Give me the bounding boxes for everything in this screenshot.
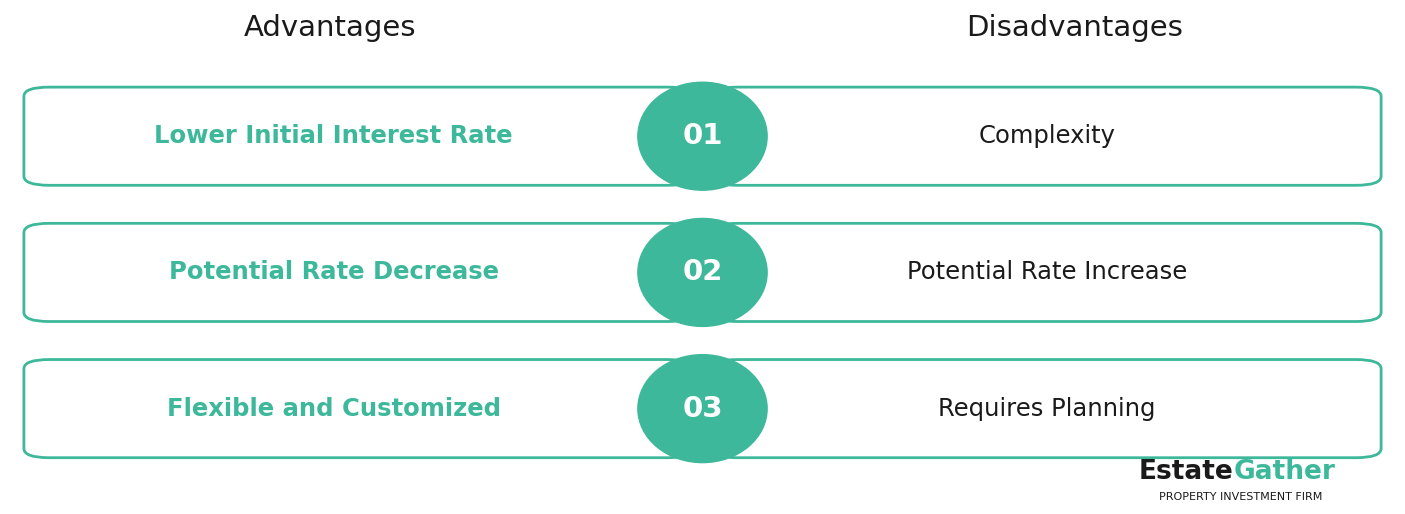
- Text: Lower Initial Interest Rate: Lower Initial Interest Rate: [155, 124, 513, 148]
- Text: Gather: Gather: [1234, 459, 1336, 485]
- Text: Disadvantages: Disadvantages: [967, 14, 1183, 42]
- FancyBboxPatch shape: [712, 360, 1381, 457]
- Text: Advantages: Advantages: [244, 14, 416, 42]
- Text: Potential Rate Decrease: Potential Rate Decrease: [169, 261, 499, 284]
- FancyBboxPatch shape: [24, 224, 693, 322]
- Text: 03: 03: [683, 395, 722, 423]
- Text: 01: 01: [683, 122, 722, 150]
- FancyBboxPatch shape: [712, 224, 1381, 322]
- Text: Flexible and Customized: Flexible and Customized: [167, 397, 500, 420]
- Text: Complexity: Complexity: [978, 124, 1116, 148]
- Text: Estate: Estate: [1139, 459, 1234, 485]
- Text: Requires Planning: Requires Planning: [939, 397, 1155, 420]
- FancyBboxPatch shape: [24, 87, 693, 186]
- Ellipse shape: [638, 218, 767, 326]
- Text: 02: 02: [683, 259, 722, 286]
- Text: PROPERTY INVESTMENT FIRM: PROPERTY INVESTMENT FIRM: [1159, 492, 1322, 502]
- FancyBboxPatch shape: [24, 360, 693, 457]
- Text: Potential Rate Increase: Potential Rate Increase: [906, 261, 1187, 284]
- FancyBboxPatch shape: [712, 87, 1381, 186]
- Ellipse shape: [638, 82, 767, 190]
- Ellipse shape: [638, 355, 767, 463]
